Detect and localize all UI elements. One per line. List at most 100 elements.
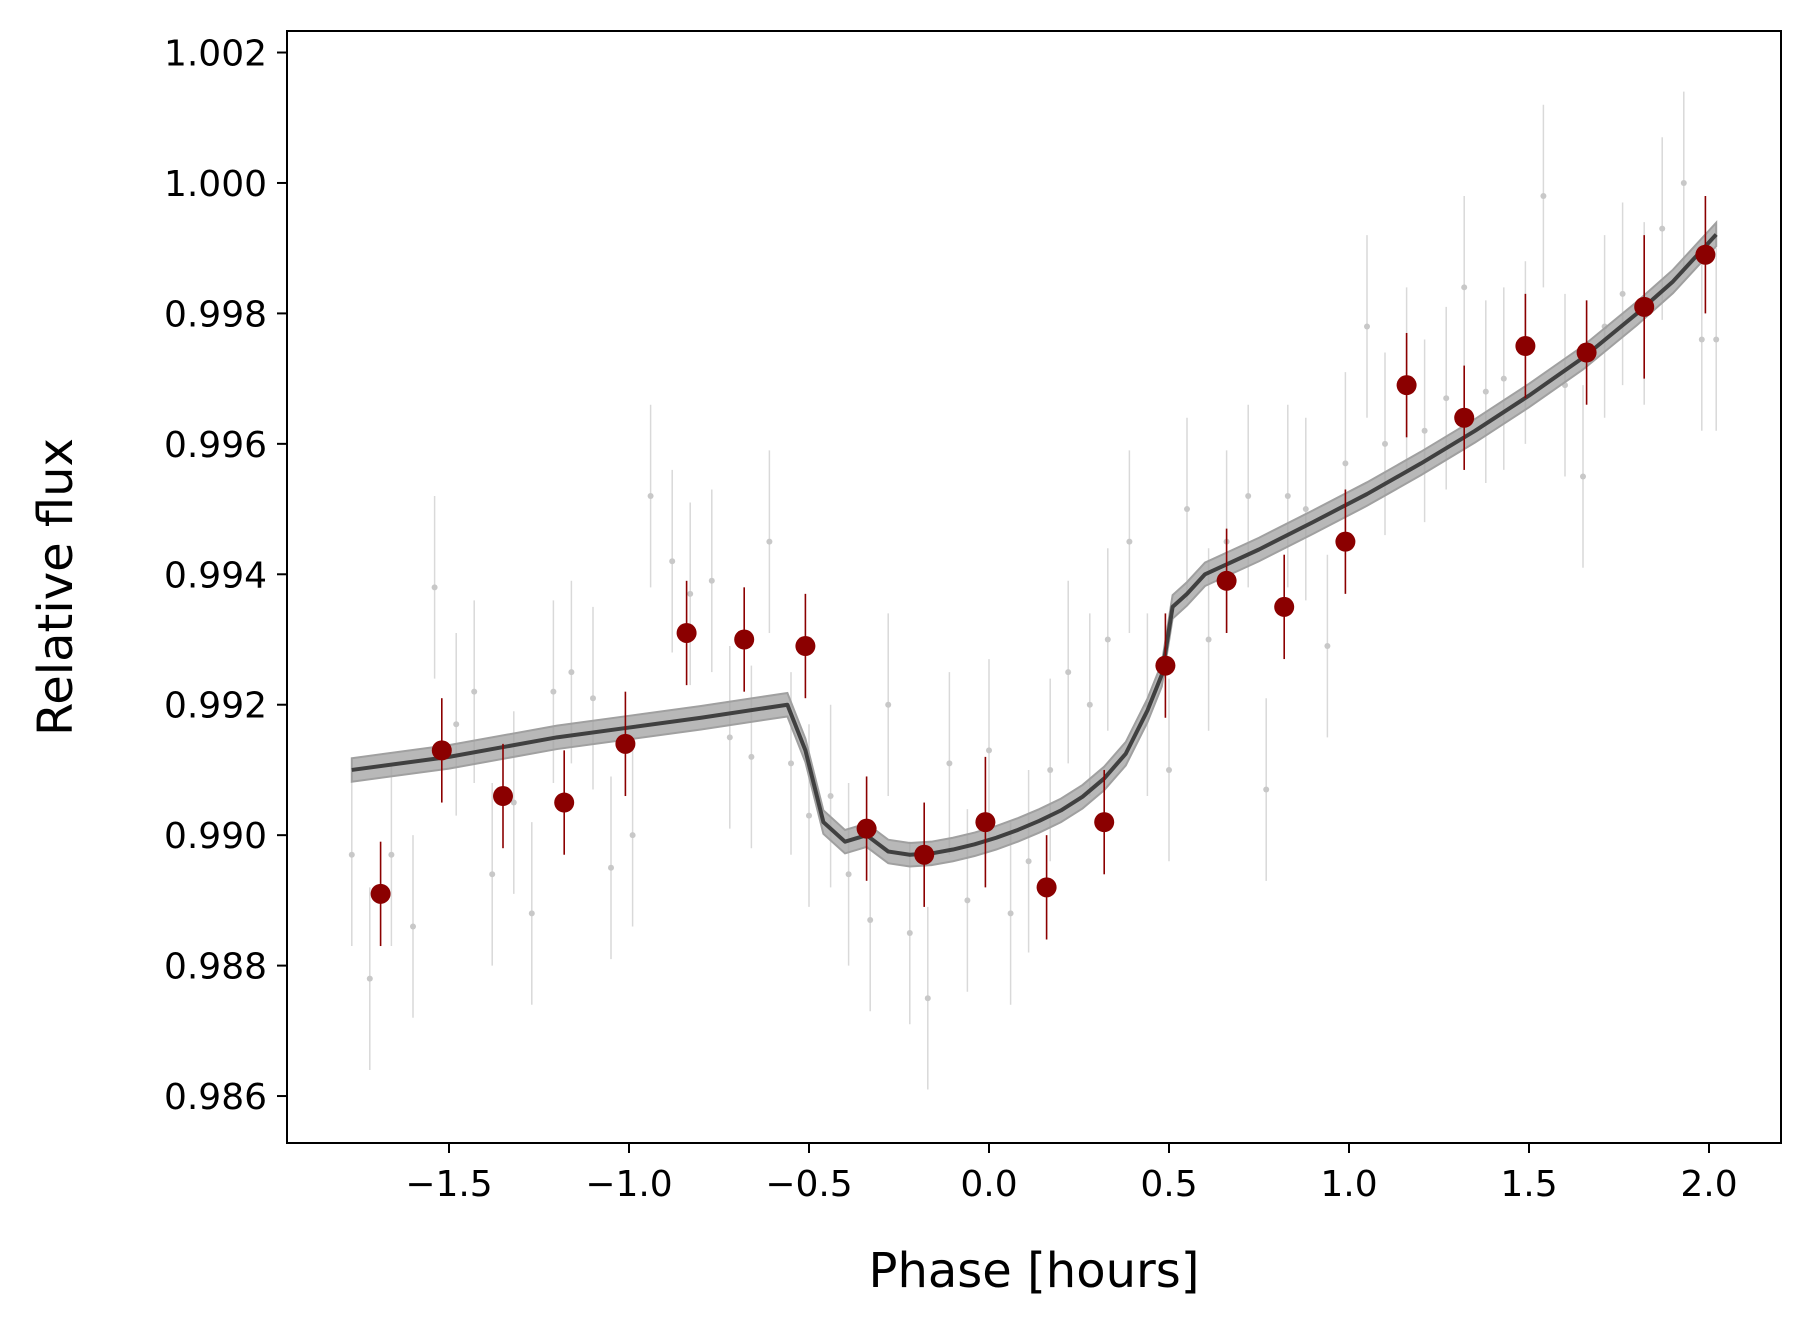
raw-point xyxy=(1284,404,1291,588)
raw-marker xyxy=(1184,506,1190,513)
raw-marker xyxy=(1047,766,1054,773)
raw-marker xyxy=(510,799,517,806)
raw-marker xyxy=(1284,493,1291,500)
raw-point xyxy=(528,822,535,1005)
raw-marker xyxy=(906,929,913,936)
raw-marker xyxy=(1482,388,1489,395)
raw-point xyxy=(1382,352,1388,536)
x-tick-label: 1.0 xyxy=(1320,1164,1377,1205)
raw-marker xyxy=(1540,193,1547,200)
raw-point xyxy=(1324,554,1331,738)
x-tick-label: −0.5 xyxy=(765,1164,852,1205)
raw-point xyxy=(708,489,715,673)
raw-marker xyxy=(453,721,460,728)
raw-point xyxy=(1065,580,1072,764)
raw-marker xyxy=(687,590,694,597)
raw-point xyxy=(827,704,834,888)
x-tick-label: 2.0 xyxy=(1680,1164,1737,1205)
raw-point xyxy=(1619,202,1626,386)
raw-marker xyxy=(608,864,614,871)
binned-point xyxy=(554,750,575,855)
binned-point xyxy=(1515,293,1536,399)
raw-point xyxy=(1461,196,1468,379)
x-tick-label: 0.5 xyxy=(1140,1164,1197,1205)
y-tick-label: 0.990 xyxy=(164,816,267,857)
x-tick-label: 0.0 xyxy=(960,1164,1017,1205)
raw-marker xyxy=(1245,493,1252,500)
raw-marker xyxy=(1205,636,1212,643)
raw-marker xyxy=(986,747,992,754)
raw-point xyxy=(1421,339,1428,523)
raw-marker xyxy=(748,753,755,760)
y-tick-label: 0.986 xyxy=(164,1077,267,1118)
raw-point xyxy=(867,828,874,1012)
raw-marker xyxy=(1104,636,1111,643)
y-tick-label: 0.992 xyxy=(164,686,267,727)
raw-point xyxy=(1126,450,1133,633)
raw-marker xyxy=(1461,284,1468,291)
y-axis-ticks: 0.986 0.988 0.990 0.992 0.994 0.996 0.998 1.000… xyxy=(164,34,287,1118)
raw-point xyxy=(647,404,654,588)
raw-marker xyxy=(590,695,596,702)
model-curve-series xyxy=(351,233,1718,857)
binned-marker xyxy=(856,818,877,839)
raw-point xyxy=(726,646,733,829)
binned-point xyxy=(975,756,996,888)
raw-point xyxy=(550,600,557,783)
raw-marker xyxy=(806,812,812,819)
binned-point xyxy=(1155,613,1176,718)
raw-point xyxy=(669,469,676,653)
raw-point xyxy=(1500,287,1507,470)
binned-marker xyxy=(431,740,452,761)
binned-point xyxy=(914,802,935,907)
raw-marker xyxy=(1302,506,1309,513)
binned-point xyxy=(1335,489,1356,594)
raw-point xyxy=(629,743,636,927)
binned-point xyxy=(1454,365,1475,470)
binned-point xyxy=(1396,332,1417,438)
binned-point xyxy=(615,691,636,797)
raw-marker xyxy=(708,577,715,584)
raw-point xyxy=(410,835,416,1018)
x-tick-label: 1.5 xyxy=(1500,1164,1557,1205)
raw-point xyxy=(1482,300,1489,483)
model-band-area xyxy=(350,220,1718,868)
binned-marker xyxy=(975,812,996,833)
raw-marker xyxy=(1500,375,1507,382)
raw-marker xyxy=(1443,395,1450,402)
raw-marker xyxy=(1421,427,1428,434)
binned-marker xyxy=(554,792,575,813)
binned-point xyxy=(676,580,697,686)
raw-point xyxy=(1540,104,1547,288)
raw-marker xyxy=(471,688,478,695)
raw-point xyxy=(1713,248,1720,431)
raw-marker xyxy=(1025,858,1032,865)
raw-point xyxy=(431,496,438,679)
raw-point xyxy=(986,659,992,842)
raw-marker xyxy=(1713,336,1720,343)
binned-point xyxy=(493,743,513,849)
raw-point xyxy=(608,776,614,960)
raw-point xyxy=(1562,293,1568,477)
y-tick-label: 0.996 xyxy=(164,425,267,466)
raw-point xyxy=(1302,417,1309,601)
binned-marker xyxy=(1396,375,1417,396)
raw-marker xyxy=(1263,786,1270,793)
raw-marker xyxy=(1619,290,1626,297)
binned-data-series xyxy=(370,196,1716,947)
binned-point xyxy=(1216,528,1237,633)
x-axis-ticks: −1.5 −1.0 −0.5 0.0 0.5 1.0 1.5 2.0 xyxy=(405,1143,1738,1205)
raw-point xyxy=(885,613,892,797)
raw-marker xyxy=(924,995,931,1002)
binned-marker xyxy=(1454,407,1475,428)
raw-marker xyxy=(629,832,636,839)
raw-marker xyxy=(528,910,535,917)
binned-marker xyxy=(1094,812,1115,833)
raw-marker xyxy=(489,871,496,878)
raw-marker xyxy=(1086,701,1093,708)
raw-marker xyxy=(388,851,395,858)
raw-marker xyxy=(867,916,874,923)
raw-marker xyxy=(550,688,557,695)
binned-marker xyxy=(1216,570,1237,591)
